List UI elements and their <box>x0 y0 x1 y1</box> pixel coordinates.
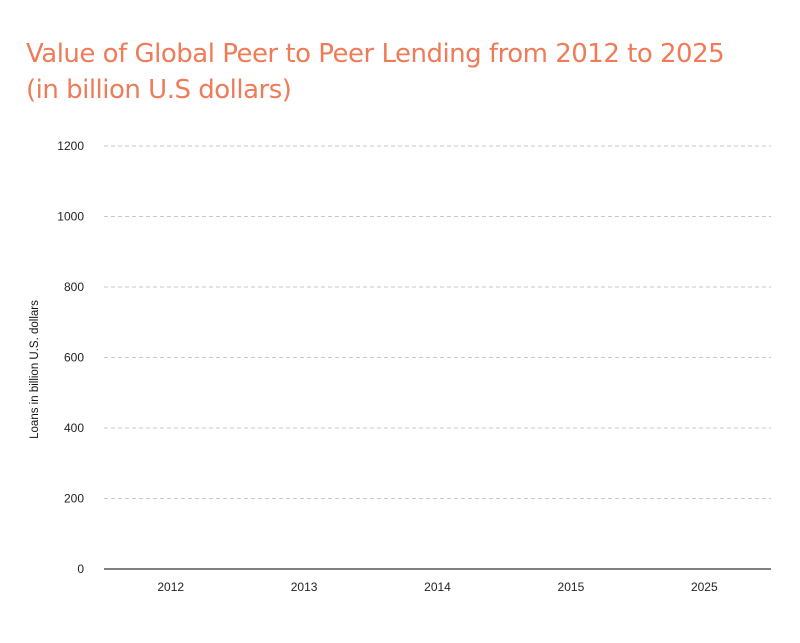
chart-title-line-1: Value of Global Peer to Peer Lending fro… <box>26 39 725 69</box>
y-axis-label: Loans in billion U.S. dollars <box>29 300 41 439</box>
y-tick-label: 0 <box>77 562 84 576</box>
y-tick-label: 1000 <box>57 210 84 224</box>
x-tick-label: 2025 <box>691 580 718 594</box>
x-axis-ticks: 2012 2013 2014 2015 2025 <box>157 580 718 594</box>
chart-title: Value of Global Peer to Peer Lending fro… <box>26 36 766 108</box>
x-tick-label: 2014 <box>424 580 451 594</box>
y-axis-ticks: 0 200 400 600 800 1000 1200 <box>57 139 84 576</box>
x-tick-label: 2012 <box>157 580 184 594</box>
gridlines <box>104 145 771 499</box>
y-tick-label: 200 <box>64 492 84 506</box>
y-tick-label: 800 <box>64 280 84 294</box>
y-tick-label: 400 <box>64 421 84 435</box>
y-tick-label: 1200 <box>57 139 84 153</box>
chart-title-line-2: (in billion U.S dollars) <box>26 75 292 105</box>
y-tick-label: 600 <box>64 351 84 365</box>
x-tick-label: 2015 <box>558 580 585 594</box>
x-tick-label: 2013 <box>291 580 318 594</box>
